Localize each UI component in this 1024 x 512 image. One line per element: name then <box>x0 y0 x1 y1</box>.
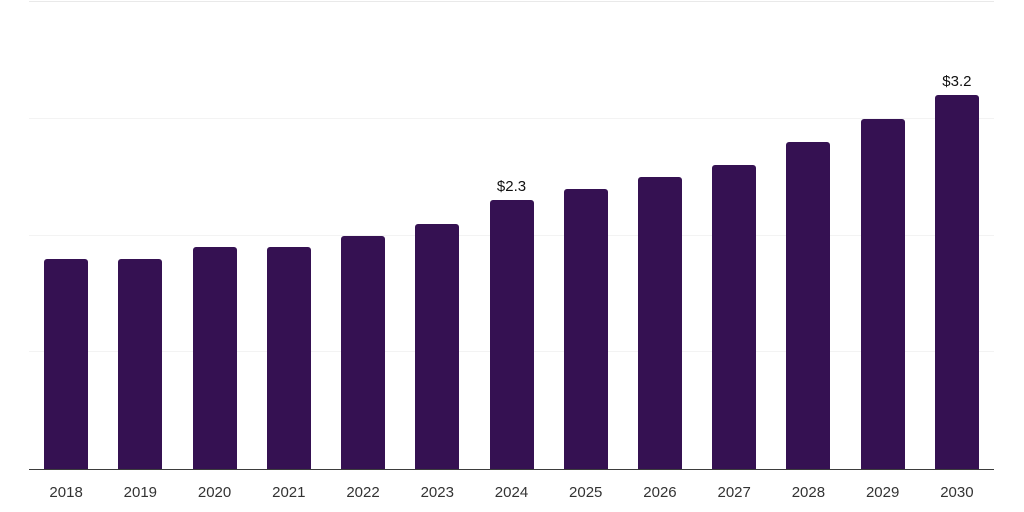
x-tick-2026: 2026 <box>643 484 677 501</box>
bar-2029 <box>860 118 905 469</box>
bar-2018 <box>44 258 89 469</box>
x-tick-2023: 2023 <box>420 484 454 501</box>
gridline-4 <box>29 1 994 2</box>
gridline-3 <box>29 117 994 119</box>
bar-2021 <box>266 247 311 469</box>
bar-2028 <box>786 142 831 469</box>
bar-2026 <box>637 177 682 469</box>
x-axis-labels: 2018 2019 2020 2021 2022 2023 2024 2025 2026 2027… <box>29 484 994 504</box>
bar-2030 <box>934 95 979 469</box>
x-tick-2030: 2030 <box>940 484 974 501</box>
bar-2023 <box>415 223 460 469</box>
x-tick-2021: 2021 <box>272 484 306 501</box>
x-axis-line <box>29 468 994 470</box>
bar-2027 <box>712 165 757 469</box>
plot-area: $2.3 $3.2 <box>29 1 994 470</box>
bar-2024 <box>489 200 534 469</box>
bar-2019 <box>118 258 163 469</box>
x-tick-2022: 2022 <box>346 484 380 501</box>
x-tick-2027: 2027 <box>717 484 751 501</box>
x-tick-2019: 2019 <box>123 484 158 501</box>
x-tick-2020: 2020 <box>197 484 232 501</box>
x-tick-2018: 2018 <box>49 484 83 501</box>
bar-value-label-2024: $2.3 <box>496 178 527 196</box>
bar-value-label-2030: $3.2 <box>942 73 972 91</box>
bar-2025 <box>563 188 608 469</box>
x-tick-2025: 2025 <box>569 484 603 501</box>
x-tick-2028: 2028 <box>791 484 826 501</box>
x-tick-2024: 2024 <box>494 484 529 501</box>
x-tick-2029: 2029 <box>865 484 900 501</box>
bar-2020 <box>192 247 237 469</box>
bar-2022 <box>341 235 386 469</box>
